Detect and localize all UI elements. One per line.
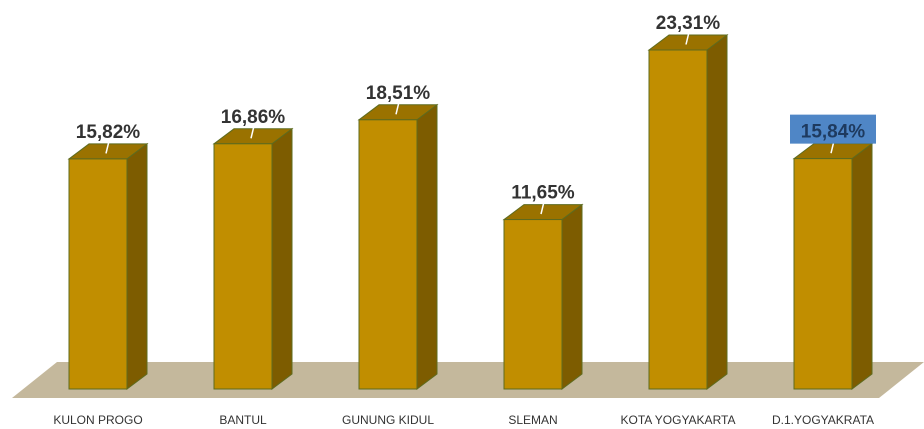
bar-side bbox=[561, 203, 583, 390]
value-label: 16,86% bbox=[221, 107, 286, 128]
category-label: BANTUL bbox=[219, 413, 267, 427]
value-label: 15,84% bbox=[801, 122, 866, 143]
bar bbox=[357, 97, 439, 390]
leader-line bbox=[685, 27, 691, 45]
value-label: 15,82% bbox=[76, 122, 141, 143]
value-label-highlight-box bbox=[790, 114, 876, 144]
leader-line bbox=[105, 136, 111, 154]
bar-front bbox=[503, 219, 563, 390]
bar-front bbox=[793, 158, 853, 390]
bar bbox=[212, 121, 294, 390]
bar bbox=[502, 197, 584, 390]
bar-side bbox=[126, 142, 148, 390]
bar-front bbox=[648, 49, 708, 390]
labels-group: 15,82% KULON PROGO 16,86% BANTUL 18,51% GUNUN… bbox=[53, 13, 876, 427]
category-label: GUNUNG KIDUL bbox=[342, 413, 434, 427]
value-label: 23,31% bbox=[656, 13, 721, 34]
bar-front bbox=[68, 158, 128, 390]
bar-side bbox=[706, 34, 728, 390]
leader-line bbox=[540, 197, 546, 215]
chart-floor bbox=[12, 362, 924, 398]
category-label: KOTA YOGYAKARTA bbox=[621, 413, 736, 427]
category-label: SLEMAN bbox=[508, 413, 557, 427]
bar bbox=[792, 136, 874, 390]
category-label: D.1.YOGYAKRATA bbox=[772, 413, 874, 427]
leader-line bbox=[395, 97, 401, 115]
bars-group bbox=[67, 27, 874, 390]
bar-side bbox=[416, 103, 438, 390]
value-label: 18,51% bbox=[366, 83, 431, 104]
bar-front bbox=[358, 119, 418, 390]
bar bbox=[67, 136, 149, 390]
bar bbox=[647, 27, 729, 390]
bar-side bbox=[851, 142, 873, 390]
bar-side bbox=[271, 127, 293, 390]
category-label: KULON PROGO bbox=[53, 413, 142, 427]
value-label: 11,65% bbox=[511, 183, 574, 204]
leader-line bbox=[250, 121, 256, 139]
bar-front bbox=[213, 143, 273, 390]
